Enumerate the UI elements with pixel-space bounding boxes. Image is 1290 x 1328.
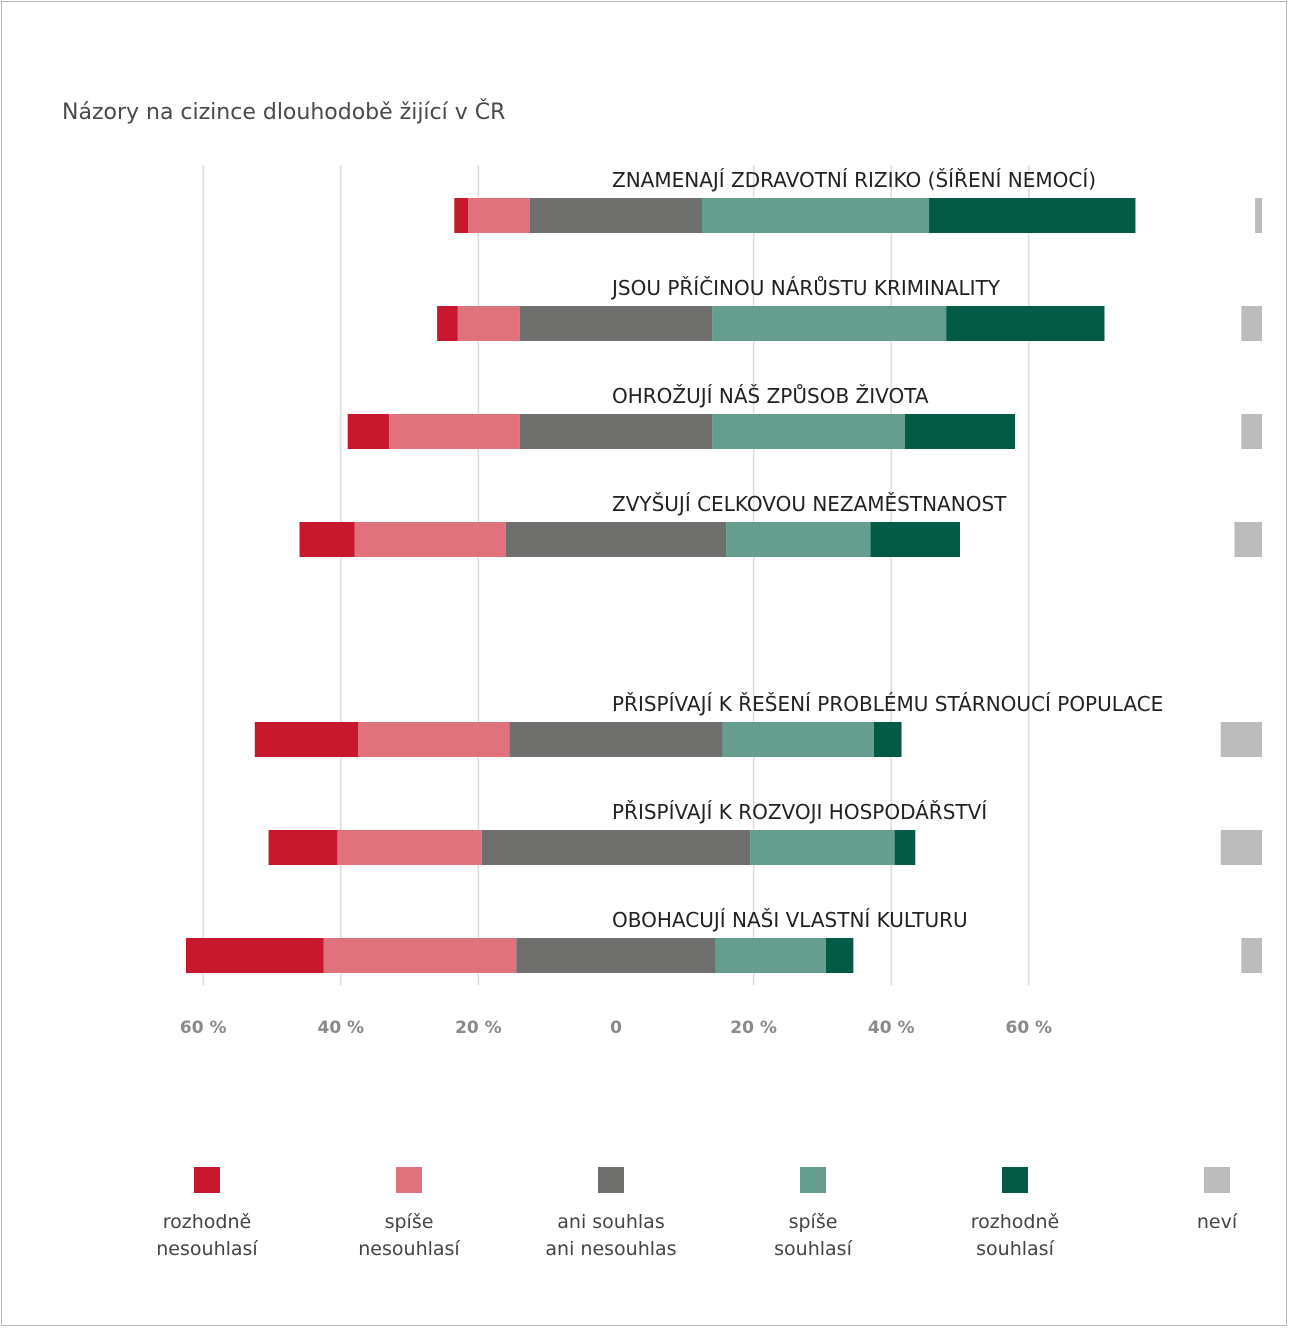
- bar-segment: [712, 414, 905, 449]
- legend-swatch: [1204, 1167, 1230, 1193]
- bar-row: JSOU PŘÍČINOU NÁRŮSTU KRIMINALITY: [437, 276, 1262, 341]
- bar-segment: [519, 306, 713, 341]
- legend-swatch: [1002, 1167, 1028, 1193]
- chart-title: Názory na cizince dlouhodobě žijící v ČR: [62, 100, 506, 125]
- bar-segment: [726, 522, 871, 557]
- legend-item-spise-souhlasi: spíše souhlasí: [728, 1167, 898, 1263]
- bar-row: ZNAMENAJÍ ZDRAVOTNÍ RIZIKO (ŠÍŘENÍ NEMOC…: [454, 168, 1262, 233]
- legend: rozhodně nesouhlasí spíše nesouhlasí ani…: [0, 1167, 1290, 1277]
- legend-label-line1: neví: [1196, 1211, 1238, 1233]
- bar-segment: [904, 414, 1016, 449]
- bar-segment: [457, 306, 520, 341]
- bar-segment: [186, 938, 324, 973]
- legend-swatch: [598, 1167, 624, 1193]
- bar-segment: [505, 522, 727, 557]
- category-label: ZNAMENAJÍ ZDRAVOTNÍ RIZIKO (ŠÍŘENÍ NEMOC…: [612, 168, 1096, 192]
- x-axis-tick-labels: 60 % 40 % 20 % 0 20 % 40 % 60 %: [180, 1018, 1052, 1038]
- bar-segment-nevi: [1220, 722, 1262, 757]
- bar-row: OHROŽUJÍ NÁŠ ZPŮSOB ŽIVOTA: [347, 384, 1262, 449]
- bar-segment: [509, 722, 723, 757]
- legend-label-line2: ani nesouhlas: [545, 1238, 677, 1260]
- legend-label-line2: nesouhlasí: [156, 1238, 258, 1260]
- legend-swatch: [396, 1167, 422, 1193]
- bar-segment: [337, 830, 482, 865]
- bar-segment-nevi: [1241, 306, 1262, 341]
- legend-swatch: [800, 1167, 826, 1193]
- legend-label-line2: souhlasí: [774, 1238, 852, 1260]
- bar-segment: [825, 938, 854, 973]
- bar-segment: [268, 830, 338, 865]
- bar-segment-nevi: [1241, 414, 1262, 449]
- bar-segment-nevi: [1234, 522, 1262, 557]
- legend-label-line1: rozhodně: [162, 1211, 252, 1233]
- bar-row: PŘISPÍVAJÍ K ŘEŠENÍ PROBLÉMU STÁRNOUCÍ P…: [254, 692, 1262, 757]
- bar-segment: [516, 938, 716, 973]
- bar-segment: [388, 414, 520, 449]
- x-tick-label: 20 %: [730, 1018, 777, 1038]
- bar-segment-nevi: [1220, 830, 1262, 865]
- bar-segment: [323, 938, 517, 973]
- legend-label-line2: nesouhlasí: [358, 1238, 460, 1260]
- x-tick-label: 40 %: [868, 1018, 915, 1038]
- category-label: PŘISPÍVAJÍ K ŘEŠENÍ PROBLÉMU STÁRNOUCÍ P…: [612, 692, 1163, 716]
- legend-label-line1: ani souhlas: [557, 1211, 665, 1233]
- bar-segment-nevi: [1255, 198, 1262, 233]
- legend-item-nevi: neví: [1132, 1167, 1290, 1236]
- bar-segment: [519, 414, 713, 449]
- category-label: JSOU PŘÍČINOU NÁRŮSTU KRIMINALITY: [610, 276, 1001, 300]
- bar-segment: [437, 306, 458, 341]
- legend-item-ani-souhlas: ani souhlas ani nesouhlas: [526, 1167, 696, 1263]
- legend-label-line2: souhlasí: [976, 1238, 1054, 1260]
- bar-segment: [929, 198, 1136, 233]
- bar-segment: [712, 306, 947, 341]
- bar-segment: [347, 414, 389, 449]
- bar-segment: [254, 722, 358, 757]
- bar-segment: [722, 722, 874, 757]
- bar-segment: [702, 198, 930, 233]
- x-tick-label: 60 %: [1005, 1018, 1052, 1038]
- bar-segment-nevi: [1241, 938, 1262, 973]
- bar-segment: [874, 722, 902, 757]
- x-tick-label: 60 %: [180, 1018, 227, 1038]
- bar-segment: [750, 830, 895, 865]
- x-tick-label: 0: [610, 1018, 622, 1038]
- legend-label-line1: rozhodně: [970, 1211, 1060, 1233]
- bar-segment: [894, 830, 916, 865]
- category-label: OHROŽUJÍ NÁŠ ZPŮSOB ŽIVOTA: [612, 384, 929, 408]
- category-label: PŘISPÍVAJÍ K ROZVOJI HOSPODÁŘSTVÍ: [612, 800, 987, 824]
- bar-segment: [358, 722, 510, 757]
- bar-segment: [530, 198, 702, 233]
- category-label: OBOHACUJÍ NAŠI VLASTNÍ KULTURU: [612, 908, 968, 932]
- legend-swatch: [194, 1167, 220, 1193]
- bar-segment: [870, 522, 960, 557]
- legend-item-spise-nesouhlasi: spíše nesouhlasí: [324, 1167, 494, 1263]
- bar-segment: [299, 522, 355, 557]
- bar-row: ZVYŠUJÍ CELKOVOU NEZAMĚSTNANOST: [299, 492, 1262, 557]
- bar-segment: [468, 198, 530, 233]
- legend-item-rozhodne-nesouhlasi: rozhodně nesouhlasí: [122, 1167, 292, 1263]
- x-tick-label: 20 %: [455, 1018, 502, 1038]
- bar-segment: [354, 522, 506, 557]
- legend-label-line1: spíše: [788, 1211, 838, 1233]
- bar-row: PŘISPÍVAJÍ K ROZVOJI HOSPODÁŘSTVÍ: [268, 800, 1262, 865]
- legend-label-line1: spíše: [384, 1211, 434, 1233]
- bar-segment: [454, 198, 469, 233]
- diverging-bar-chart: 60 % 40 % 20 % 0 20 % 40 % 60 % ZNAMENAJÍ ZDRAV…: [180, 165, 1262, 1038]
- bar-segment: [481, 830, 751, 865]
- category-label: ZVYŠUJÍ CELKOVOU NEZAMĚSTNANOST: [612, 492, 1007, 516]
- bar-segment: [946, 306, 1105, 341]
- bar-segment: [715, 938, 826, 973]
- legend-item-rozhodne-souhlasi: rozhodně souhlasí: [930, 1167, 1100, 1263]
- x-tick-label: 40 %: [317, 1018, 364, 1038]
- bar-row: OBOHACUJÍ NAŠI VLASTNÍ KULTURU: [186, 908, 1262, 973]
